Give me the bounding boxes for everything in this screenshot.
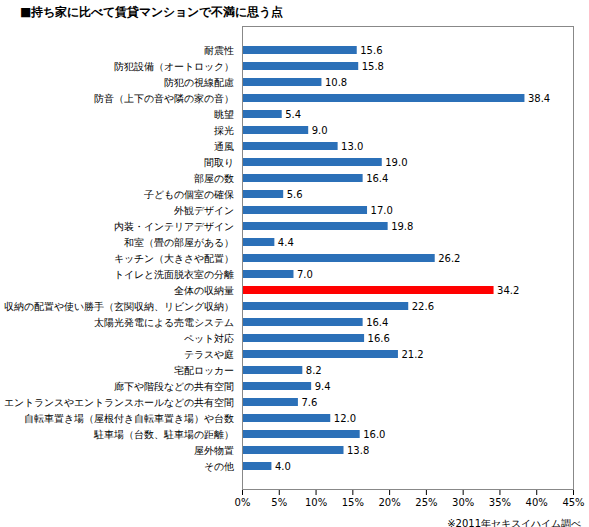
svg-text:テラスや庭: テラスや庭 <box>184 349 234 360</box>
svg-text:防犯設備（オートロック）: 防犯設備（オートロック） <box>114 61 234 72</box>
svg-text:40%: 40% <box>526 497 548 508</box>
svg-text:15.6: 15.6 <box>360 45 382 56</box>
svg-text:21.2: 21.2 <box>401 349 423 360</box>
svg-text:13.0: 13.0 <box>341 141 363 152</box>
svg-text:通風: 通風 <box>214 141 234 152</box>
svg-text:16.4: 16.4 <box>366 317 388 328</box>
svg-text:耐震性: 耐震性 <box>204 45 234 56</box>
svg-text:15.8: 15.8 <box>362 61 384 72</box>
svg-text:13.8: 13.8 <box>347 445 369 456</box>
svg-text:25%: 25% <box>415 497 437 508</box>
svg-text:間取り: 間取り <box>204 157 234 168</box>
svg-text:45%: 45% <box>562 497 584 508</box>
svg-text:子どもの個室の確保: 子どもの個室の確保 <box>144 189 234 200</box>
svg-text:19.0: 19.0 <box>385 157 407 168</box>
svg-text:5%: 5% <box>271 497 287 508</box>
svg-text:12.0: 12.0 <box>334 413 356 424</box>
svg-text:防犯の視線配慮: 防犯の視線配慮 <box>164 77 234 88</box>
svg-text:16.4: 16.4 <box>366 173 388 184</box>
svg-text:9.0: 9.0 <box>312 125 328 136</box>
svg-text:その他: その他 <box>204 461 234 472</box>
svg-text:8.2: 8.2 <box>306 365 322 376</box>
svg-text:4.4: 4.4 <box>278 237 294 248</box>
svg-text:廊下や階段などの共有空間: 廊下や階段などの共有空間 <box>114 381 234 392</box>
svg-text:17.0: 17.0 <box>371 205 393 216</box>
svg-text:太陽光発電による売電システム: 太陽光発電による売電システム <box>94 317 234 328</box>
svg-text:採光: 採光 <box>214 125 234 136</box>
svg-text:16.0: 16.0 <box>363 429 385 440</box>
svg-text:外観デザイン: 外観デザイン <box>174 205 234 216</box>
svg-text:屋外物置: 屋外物置 <box>194 445 234 456</box>
svg-text:全体の収納量: 全体の収納量 <box>174 285 234 296</box>
svg-text:9.4: 9.4 <box>315 381 331 392</box>
svg-text:自転車置き場（屋根付き自転車置き場）や台数: 自転車置き場（屋根付き自転車置き場）や台数 <box>24 413 234 424</box>
svg-text:トイレと洗面脱衣室の分離: トイレと洗面脱衣室の分離 <box>114 269 234 280</box>
svg-text:宅配ロッカー: 宅配ロッカー <box>174 365 234 376</box>
svg-text:4.0: 4.0 <box>275 461 291 472</box>
svg-text:内装・インテリアデザイン: 内装・インテリアデザイン <box>114 221 234 232</box>
svg-text:10%: 10% <box>305 497 327 508</box>
svg-text:15%: 15% <box>342 497 364 508</box>
svg-text:エントランスやエントランスホールなどの共有空間: エントランスやエントランスホールなどの共有空間 <box>4 397 234 408</box>
svg-text:26.2: 26.2 <box>438 253 460 264</box>
svg-text:19.8: 19.8 <box>391 221 413 232</box>
svg-text:16.6: 16.6 <box>368 333 390 344</box>
svg-text:眺望: 眺望 <box>214 109 234 120</box>
svg-text:38.4: 38.4 <box>528 93 550 104</box>
svg-text:30%: 30% <box>452 497 474 508</box>
svg-text:20%: 20% <box>378 497 400 508</box>
html-text:■持ち家に比べて賃貸マンションで不満に思う点: ■持ち家に比べて賃貸マンションで不満に思う点 <box>20 5 284 19</box>
svg-text:35%: 35% <box>489 497 511 508</box>
svg-text:和室（畳の部屋がある）: 和室（畳の部屋がある） <box>124 237 234 248</box>
svg-text:22.6: 22.6 <box>412 301 434 312</box>
svg-text:5.4: 5.4 <box>285 109 301 120</box>
svg-text:10.8: 10.8 <box>325 77 347 88</box>
svg-text:収納の配置や使い勝手（玄関収納、リビング収納）: 収納の配置や使い勝手（玄関収納、リビング収納） <box>4 301 234 312</box>
svg-text:7.0: 7.0 <box>297 269 313 280</box>
svg-text:駐車場（台数、駐車場の距離）: 駐車場（台数、駐車場の距離） <box>93 429 234 440</box>
svg-text:7.6: 7.6 <box>301 397 317 408</box>
svg-text:34.2: 34.2 <box>497 285 519 296</box>
svg-text:0%: 0% <box>235 497 251 508</box>
svg-text:防音（上下の音や隣の家の音）: 防音（上下の音や隣の家の音） <box>94 93 234 104</box>
svg-text:ペット対応: ペット対応 <box>184 333 234 344</box>
svg-text:部屋の数: 部屋の数 <box>194 173 234 184</box>
svg-text:キッチン（大きさや配置）: キッチン（大きさや配置） <box>114 253 234 264</box>
svg-text:5.6: 5.6 <box>287 189 303 200</box>
